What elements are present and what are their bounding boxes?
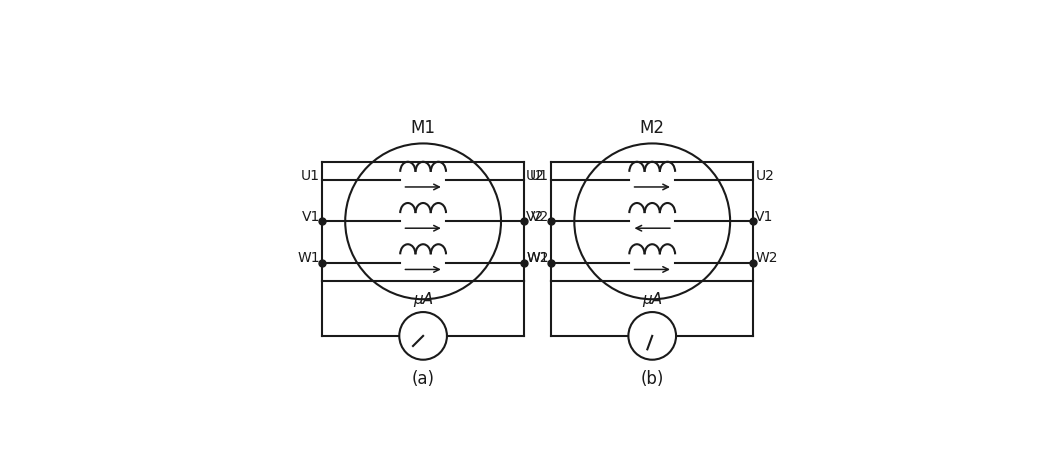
Text: W2: W2: [756, 251, 778, 265]
Text: W2: W2: [526, 251, 549, 265]
Text: M2: M2: [639, 118, 665, 136]
Text: U1: U1: [531, 169, 550, 183]
Text: W1: W1: [297, 251, 320, 265]
Text: U1: U1: [301, 169, 320, 183]
Text: V2: V2: [526, 210, 544, 224]
Text: W1: W1: [526, 251, 550, 265]
Text: (b): (b): [641, 370, 664, 388]
Text: V1: V1: [301, 210, 320, 224]
Text: U2: U2: [526, 169, 545, 183]
Text: V1: V1: [756, 210, 774, 224]
Text: μA: μA: [413, 291, 433, 307]
Text: μA: μA: [643, 291, 663, 307]
Text: U2: U2: [756, 169, 774, 183]
Text: M1: M1: [410, 118, 435, 136]
Text: (a): (a): [411, 370, 434, 388]
Text: V2: V2: [531, 210, 550, 224]
